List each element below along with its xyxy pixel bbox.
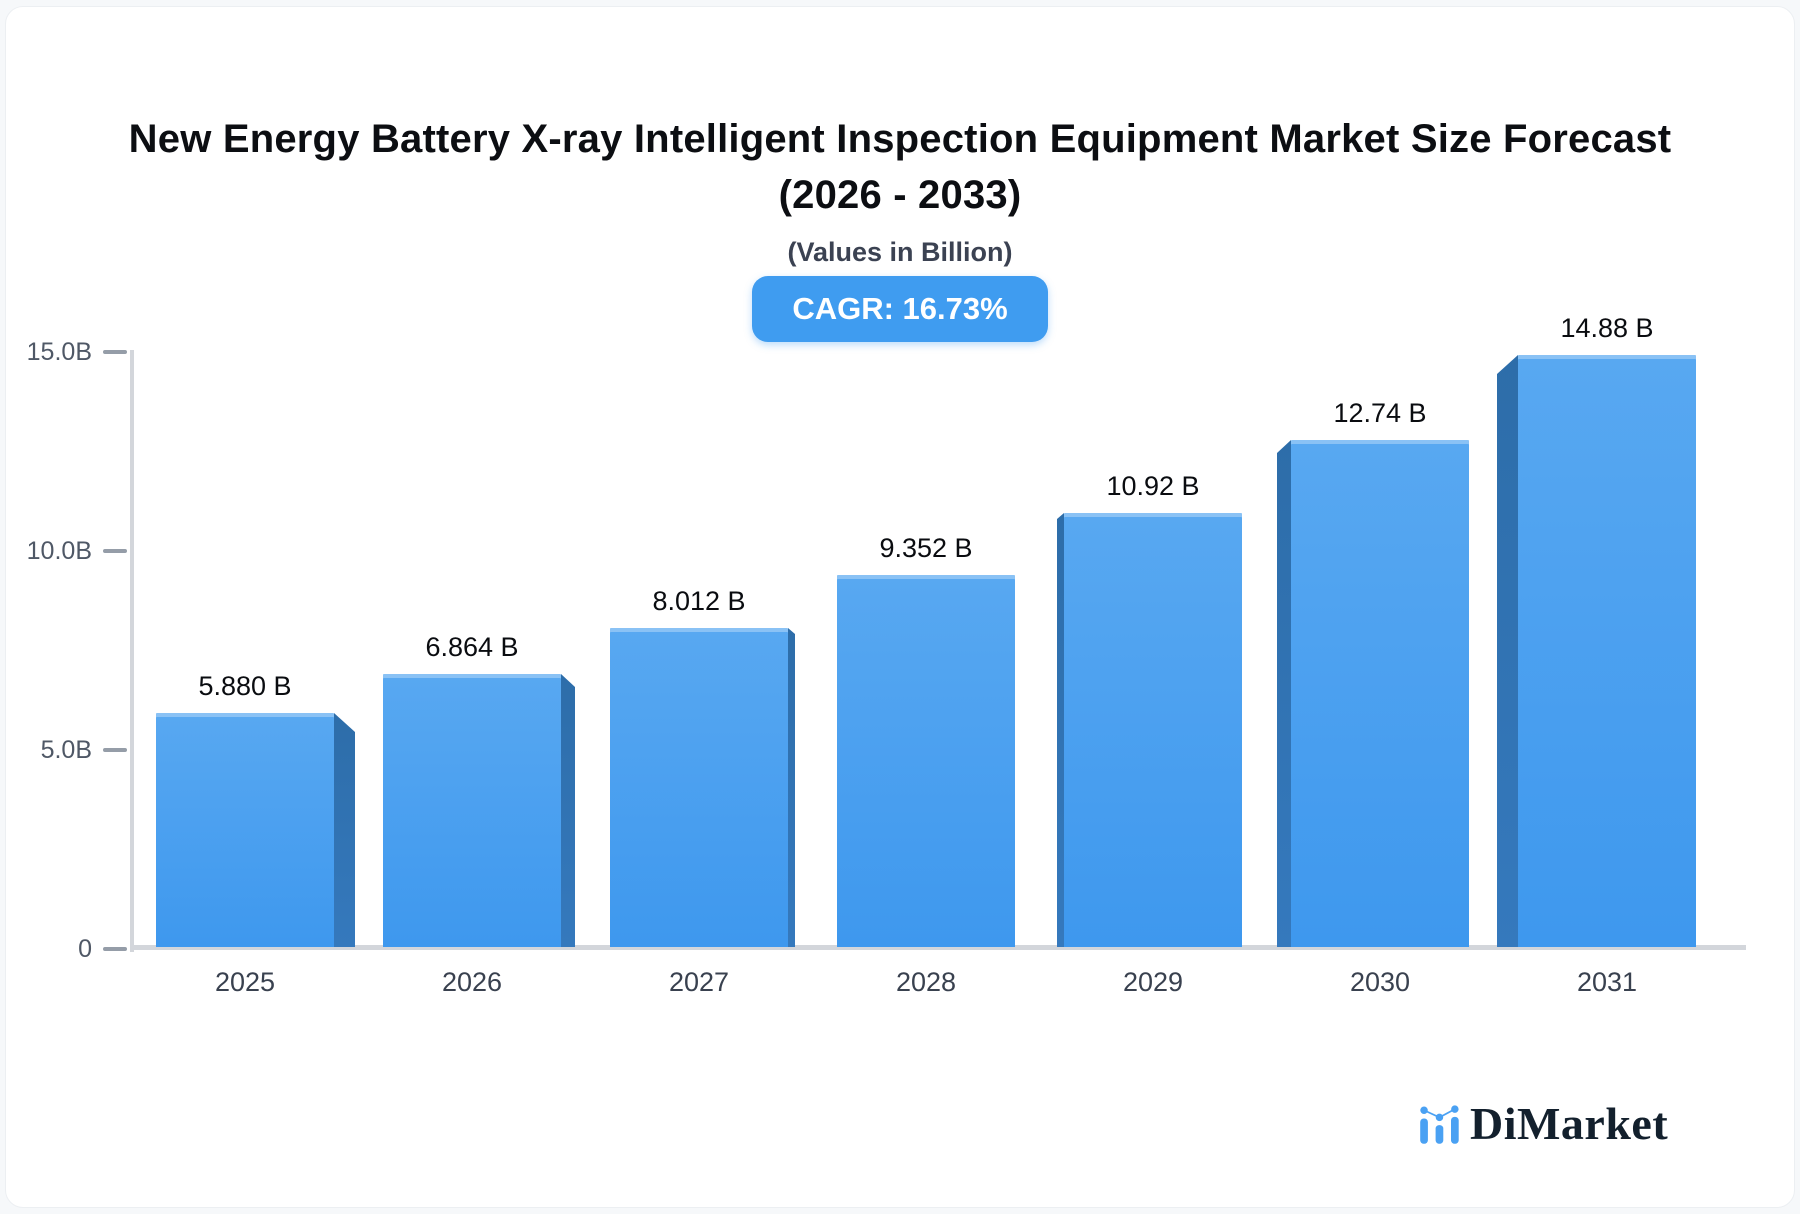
x-axis-label-2028: 2028: [895, 967, 957, 997]
x-axis-label-2029: 2029: [1122, 967, 1184, 997]
bar-value-label: 8.012 B: [652, 586, 746, 616]
bar-side-face-2026: [561, 674, 575, 947]
bar-2026: [383, 674, 561, 947]
bar-2025: [156, 713, 334, 947]
y-axis-tick-label: 10.0B: [26, 537, 92, 566]
bar-value-label: 14.88 B: [1560, 313, 1654, 343]
page-title-line2: (2026 - 2033): [778, 173, 1022, 217]
bar-2029: [1064, 513, 1242, 947]
y-axis-line: [130, 350, 134, 952]
bar-value-label: 5.880 B: [198, 671, 292, 701]
cagr-badge: CAGR: 16.73%: [752, 276, 1048, 342]
y-axis-tick-label: 5.0B: [40, 736, 92, 765]
bar-value-label: 12.74 B: [1333, 398, 1427, 428]
brand-name: DiMarket: [1470, 1098, 1669, 1149]
y-axis-tick-label: 15.0B: [26, 338, 92, 367]
bar-side-face-2025: [334, 713, 355, 947]
bar-value-label: 10.92 B: [1106, 471, 1200, 501]
brand-logo: DiMarket: [1418, 1097, 1668, 1150]
bar-side-face-2027: [788, 628, 795, 947]
chart-subtitle: (Values in Billion): [787, 237, 1013, 267]
x-axis-label-2026: 2026: [441, 967, 503, 997]
x-axis-label-2025: 2025: [214, 967, 276, 997]
y-axis-tick: [103, 748, 127, 752]
x-axis-line: [130, 945, 1746, 950]
bar-2031: [1518, 355, 1696, 947]
bar-2028: [837, 575, 1015, 947]
bar-2027: [610, 628, 788, 947]
bar-side-face-2029: [1057, 513, 1064, 947]
x-axis-label-2031: 2031: [1576, 967, 1638, 997]
y-axis-tick: [103, 350, 127, 354]
x-axis-label-2030: 2030: [1349, 967, 1411, 997]
bar-chart-plot-area: 15.0B 10.0B 5.0B 0 5.880 B 2025 6.864 B 2026 8.0…: [6, 7, 1794, 1207]
y-axis-tick: [103, 549, 127, 553]
bar-side-face-2030: [1277, 440, 1291, 947]
bar-value-label: 6.864 B: [425, 632, 519, 662]
y-axis-tick-label: 0: [78, 935, 92, 963]
dimarket-logo-icon: [1420, 1104, 1459, 1144]
y-axis-tick: [103, 947, 127, 951]
bar-value-label: 9.352 B: [879, 533, 973, 563]
x-axis-label-2027: 2027: [668, 967, 730, 997]
bar-2030: [1291, 440, 1469, 947]
chart-card: New Energy Battery X-ray Intelligent Ins…: [5, 6, 1795, 1208]
page-title-line1: New Energy Battery X-ray Intelligent Ins…: [128, 117, 1672, 161]
chart-header: New Energy Battery X-ray Intelligent Ins…: [50, 111, 1750, 342]
bar-side-face-2031: [1497, 355, 1518, 947]
